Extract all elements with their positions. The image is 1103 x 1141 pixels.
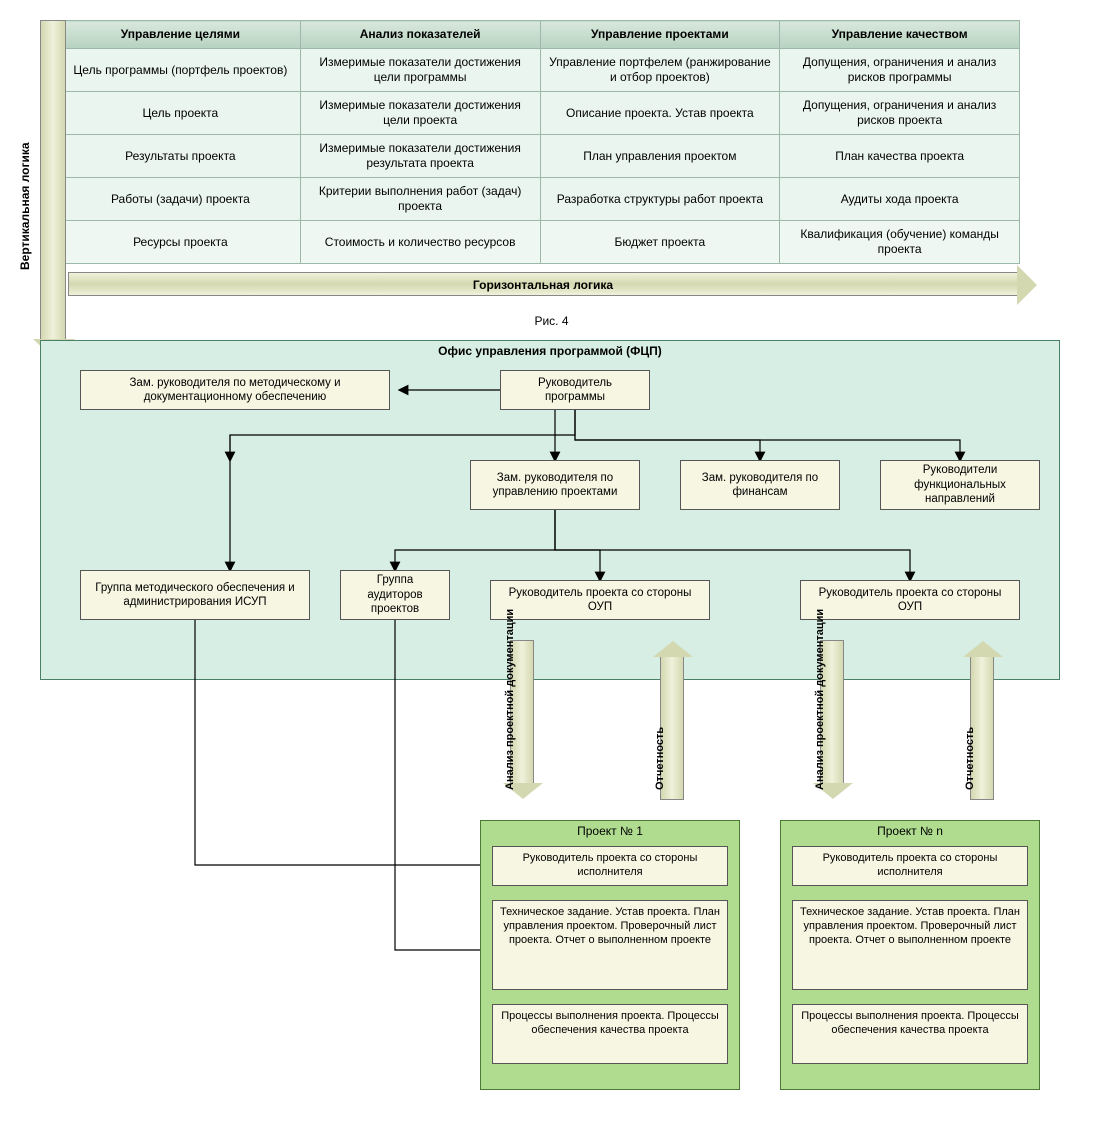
matrix-cell: Работы (задачи) проекта [61,178,301,221]
matrix-cell: План управления проектом [540,135,780,178]
matrix-cell: Описание проекта. Устав проекта [540,92,780,135]
org-node-ruk_oup1: Руководитель проекта со стороны ОУП [490,580,710,620]
matrix-cell: Бюджет проекта [540,221,780,264]
project-box: Процессы выполнения проекта. Процессы об… [792,1004,1028,1064]
org-node-grp_method: Группа методического обеспечения и админ… [80,570,310,620]
thick-arrow-label: Анализ проектной документации [814,609,826,790]
matrix-column-header: Анализ показателей [300,21,540,49]
matrix-row: Результаты проектаИзмеримые показатели д… [61,135,1020,178]
matrix-column-header: Управление качеством [780,21,1020,49]
project-box: Руководитель проекта со стороны исполнит… [792,846,1028,886]
org-chart: Офис управления программой (ФЦП) Зам. ру… [40,340,1060,1100]
matrix-cell: Ресурсы проекта [61,221,301,264]
matrix-cell: Цель проекта [61,92,301,135]
matrix-cell: Цель программы (портфель проектов) [61,49,301,92]
project-title: Проект № n [780,824,1040,838]
matrix-row: Ресурсы проектаСтоимость и количество ре… [61,221,1020,264]
matrix-cell: Измеримые показатели достижения цели про… [300,49,540,92]
org-node-zam_method: Зам. руководителя по методическому и док… [80,370,390,410]
matrix-cell: Квалификация (обучение) команды проекта [780,221,1020,264]
thick-arrow-label: Отчетность [964,727,976,790]
matrix-cell: Критерии выполнения работ (задач) проект… [300,178,540,221]
figure-caption: Рис. 4 [20,314,1083,328]
org-node-ruk_oup2: Руководитель проекта со стороны ОУП [800,580,1020,620]
matrix-cell: Результаты проекта [61,135,301,178]
matrix-table: Управление целямиАнализ показателейУправ… [60,20,1020,264]
logic-matrix: Вертикальная логика Управление целямиАна… [60,20,1083,264]
matrix-cell: Допущения, ограничения и анализ рисков п… [780,92,1020,135]
matrix-cell: План качества проекта [780,135,1020,178]
matrix-row: Работы (задачи) проектаКритерии выполнен… [61,178,1020,221]
matrix-cell: Допущения, ограничения и анализ рисков п… [780,49,1020,92]
matrix-cell: Аудиты хода проекта [780,178,1020,221]
matrix-cell: Управление портфелем (ранжирование и отб… [540,49,780,92]
org-node-ruk_prog: Руководитель программы [500,370,650,410]
matrix-cell: Разработка структуры работ проекта [540,178,780,221]
horizontal-logic-arrow: Горизонтальная логика [68,272,1018,296]
matrix-cell: Измеримые показатели достижения цели про… [300,92,540,135]
matrix-row: Цель программы (портфель проектов)Измери… [61,49,1020,92]
vertical-axis-label: Вертикальная логика [18,142,32,270]
project-box: Руководитель проекта со стороны исполнит… [492,846,728,886]
org-node-ruk_funk: Руководители функциональных направлений [880,460,1040,510]
project-box: Техническое задание. Устав проекта. План… [792,900,1028,990]
project-box: Процессы выполнения проекта. Процессы об… [492,1004,728,1064]
matrix-cell: Стоимость и количество ресурсов [300,221,540,264]
thick-arrow-label: Отчетность [654,727,666,790]
org-node-zam_fin: Зам. руководителя по финансам [680,460,840,510]
org-node-zam_upr: Зам. руководителя по управлению проектам… [470,460,640,510]
project-title: Проект № 1 [480,824,740,838]
project-box: Техническое задание. Устав проекта. План… [492,900,728,990]
matrix-row: Цель проектаИзмеримые показатели достиже… [61,92,1020,135]
matrix-column-header: Управление проектами [540,21,780,49]
office-title: Офис управления программой (ФЦП) [40,344,1060,358]
matrix-cell: Измеримые показатели достижения результа… [300,135,540,178]
thick-arrow-label: Анализ проектной документации [504,609,516,790]
vertical-logic-arrow [40,20,66,340]
figure: Вертикальная логика Управление целямиАна… [20,20,1083,1100]
matrix-column-header: Управление целями [61,21,301,49]
org-node-grp_audit: Группа аудиторов проектов [340,570,450,620]
